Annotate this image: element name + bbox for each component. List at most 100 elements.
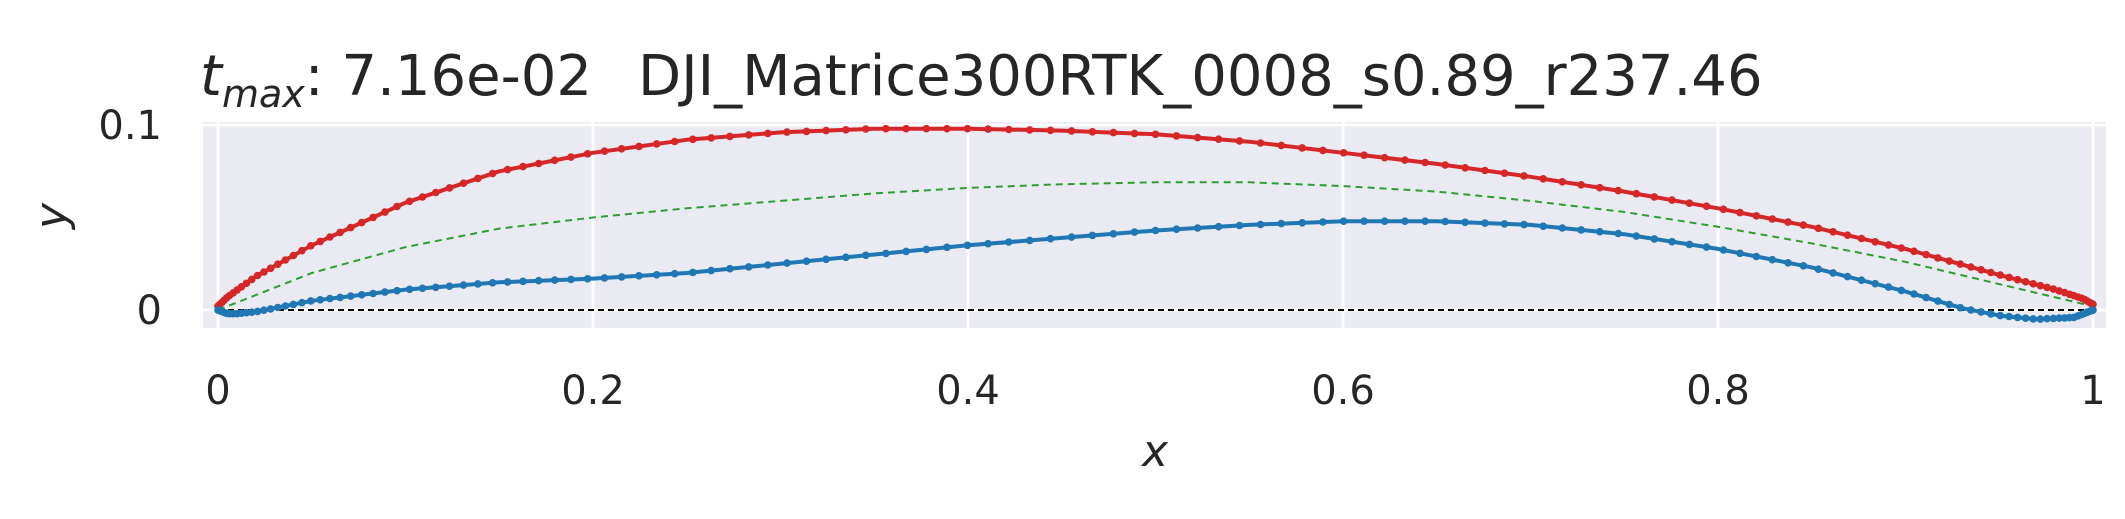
lower-surface-point <box>783 259 791 267</box>
lower-surface-point <box>381 288 389 296</box>
lower-surface-point <box>266 305 275 313</box>
lower-surface-point <box>1736 249 1744 258</box>
lower-surface-point <box>1151 226 1160 235</box>
upper-surface-point <box>1956 260 1965 268</box>
lower-surface-point <box>2013 313 2022 322</box>
upper-surface-point <box>635 142 643 151</box>
plot-background <box>203 122 2106 328</box>
lower-surface-point <box>393 286 401 295</box>
upper-surface-point <box>1967 263 1975 271</box>
lower-surface-point <box>1719 246 1728 254</box>
lower-surface-point <box>1668 237 1676 246</box>
upper-surface-point <box>1067 127 1076 135</box>
upper-surface-point <box>519 162 527 171</box>
tick-labels: 0 0.2 0.4 0.6 0.8 1 0 0.1 <box>98 103 2105 414</box>
upper-surface-point <box>289 251 298 260</box>
lower-surface-point <box>1401 217 1409 225</box>
lower-surface-point <box>652 271 661 279</box>
lower-surface-point <box>274 303 282 312</box>
upper-surface-point <box>1843 231 1852 239</box>
upper-surface-point <box>474 174 482 183</box>
upper-surface-point <box>1339 149 1348 157</box>
lower-surface-point <box>567 275 575 284</box>
upper-surface-point <box>405 197 414 206</box>
upper-surface-point <box>1256 139 1265 147</box>
upper-surface-point <box>652 140 661 148</box>
upper-surface-point <box>1298 144 1306 152</box>
lower-surface-point <box>1088 231 1097 240</box>
upper-surface-point <box>1632 189 1641 198</box>
upper-surface-point <box>2013 275 2022 284</box>
lower-surface-point <box>1421 217 1429 225</box>
upper-surface-point <box>1380 153 1389 162</box>
lower-surface-point <box>707 266 715 275</box>
lower-surface-point <box>802 257 811 266</box>
lower-surface-point <box>1109 230 1118 238</box>
lower-surface-point <box>1558 224 1567 232</box>
lower-surface-point <box>289 300 298 309</box>
lower-surface-point <box>689 268 697 277</box>
upper-surface-point <box>1441 161 1449 169</box>
upper-surface-point <box>882 124 890 133</box>
lower-surface-point <box>1596 227 1604 236</box>
lower-surface-point <box>1987 310 1995 318</box>
x-tick-label-5: 1 <box>2080 368 2105 414</box>
lower-surface-point <box>474 280 482 288</box>
lower-surface-point <box>842 253 850 262</box>
lower-surface-point <box>617 273 626 281</box>
lower-surface-point <box>1884 283 1893 291</box>
lower-surface-point <box>1910 290 1918 298</box>
upper-surface-point <box>2029 280 2037 288</box>
upper-surface-point <box>369 213 377 222</box>
upper-surface-point <box>2089 300 2097 309</box>
lower-surface-point <box>1871 279 1879 288</box>
lower-surface-point <box>726 264 734 273</box>
upper-surface-point <box>1539 175 1547 183</box>
upper-surface-point <box>1401 156 1409 164</box>
lower-surface-point <box>1025 236 1034 245</box>
upper-surface-point <box>822 126 830 135</box>
upper-surface-point <box>503 165 512 174</box>
lower-surface-point <box>2021 314 2030 323</box>
upper-surface-point <box>281 256 290 264</box>
upper-surface-point <box>381 208 389 216</box>
lower-surface-point <box>405 285 414 294</box>
upper-surface-point <box>783 128 791 136</box>
upper-surface-point <box>459 179 468 187</box>
lower-surface-point <box>862 251 870 260</box>
lower-surface-point <box>1005 238 1013 246</box>
lower-surface-point <box>307 297 315 305</box>
upper-surface-point <box>316 237 325 246</box>
lower-surface-point <box>1046 234 1055 243</box>
lower-surface-point <box>1897 286 1906 295</box>
lower-surface-point <box>2043 314 2051 323</box>
upper-surface-point <box>1109 128 1118 137</box>
lower-surface-point <box>1996 311 2004 320</box>
lower-surface-point <box>1799 262 1808 270</box>
upper-surface-point <box>1461 164 1469 172</box>
lower-surface-point <box>369 289 377 298</box>
upper-surface-point <box>393 202 401 211</box>
x-tick-label-0: 0 <box>205 368 230 414</box>
lower-surface-point <box>744 263 753 271</box>
upper-surface-point <box>1719 205 1728 214</box>
upper-surface-point <box>1319 146 1327 155</box>
lower-surface-point <box>600 274 609 282</box>
upper-surface-point <box>534 159 543 168</box>
chart-title: DJI_Matrice300RTK_0008_s0.89_r237.46 <box>638 44 1763 109</box>
camber-line <box>217 181 2094 311</box>
lower-surface-point <box>1256 220 1265 229</box>
lower-surface-point <box>635 272 643 280</box>
upper-surface-point <box>922 124 931 133</box>
upper-surface-point <box>242 279 251 288</box>
lower-surface-point <box>1632 232 1641 240</box>
upper-surface-point <box>1752 212 1761 220</box>
upper-surface-point <box>418 193 427 201</box>
lower-surface-point <box>1500 220 1509 228</box>
lower-surface-point <box>1193 224 1202 232</box>
lower-surface-point <box>2055 314 2063 322</box>
upper-surface-point <box>862 125 870 133</box>
lower-surface-point <box>670 269 679 278</box>
upper-surface-point <box>432 188 440 197</box>
